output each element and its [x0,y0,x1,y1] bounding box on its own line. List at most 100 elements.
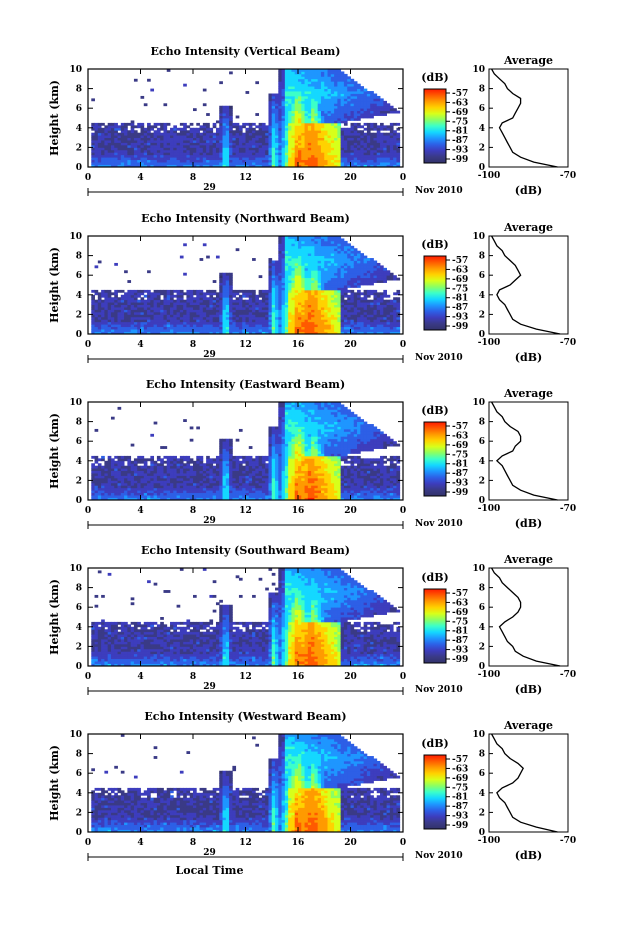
heatmap-cell [176,309,181,313]
heatmap-cell [317,103,322,107]
heatmap-cell [304,277,309,281]
heatmap-cell [294,86,299,89]
heatmap-cell [281,95,286,99]
heatmap-cell [307,272,312,276]
heatmap-cell [324,83,328,87]
heatmap-cell [360,265,365,269]
heatmap-cell [393,137,397,141]
heatmap-cell [91,482,95,486]
heatmap-cell [370,105,374,109]
heatmap-cell [156,319,161,323]
heatmap-cell [189,159,194,163]
heatmap-cell [133,292,138,296]
heatmap-cell [271,118,276,121]
heatmap-cell [301,316,305,320]
heatmap-cell [179,302,184,305]
heatmap-cell [120,475,125,479]
heatmap-cell [212,157,217,161]
heatmap-cell [248,307,253,310]
heatmap-cell [186,289,191,293]
heatmap-cell [298,309,302,313]
heatmap-cell [330,250,335,254]
heatmap-cell [255,314,260,318]
heatmap-cell [248,135,253,138]
heatmap-cell [229,142,233,146]
heatmap-cell [107,162,112,165]
heatmap-cell [91,142,95,146]
heatmap-cell [238,316,243,320]
heatmap-cell [304,321,309,325]
heatmap-cell [320,154,325,158]
heatmap-cell [94,307,99,310]
heatmap-cell [376,321,381,325]
heatmap-cell [284,149,289,153]
heatmap-cell [330,253,335,256]
heatmap-cell [278,88,282,92]
heatmap-cell [327,88,332,92]
heatmap-cell [268,125,273,129]
heatmap-cell [91,152,95,156]
heatmap-cell [301,122,305,126]
heatmap-cell [242,294,246,298]
heatmap-cell [143,319,148,323]
heatmap-cell [110,480,115,484]
heatmap-cell [363,93,368,97]
heatmap-cell [196,149,200,153]
heatmap-cell [107,482,112,486]
heatmap-cell [199,289,204,293]
heatmap-cell [357,319,361,323]
heatmap-cell [219,135,223,138]
heatmap-cell [317,236,322,239]
heatmap-cell [317,132,322,136]
heatmap-cell [255,321,260,325]
heatmap-cell [225,149,230,153]
heatmap-cell [281,326,286,330]
heatmap-cell [265,159,269,163]
heatmap-cell [301,267,305,271]
heatmap-cell [91,159,95,163]
heatmap-cell [304,157,309,161]
heatmap-cell [278,255,282,259]
heatmap-cell [235,122,240,126]
heatmap-cell [147,314,151,318]
heatmap-cell [314,118,319,121]
heatmap-cell [324,144,328,148]
heatmap-cell [202,103,207,107]
heatmap-cell [101,492,105,496]
heatmap-cell [120,326,125,330]
heatmap-cell [160,304,164,308]
heatmap-cell [94,149,99,153]
heatmap-cell [380,326,384,330]
heatmap-cell [311,113,315,116]
heatmap-cell [350,110,355,114]
heatmap-cell [370,260,374,264]
heatmap-cell [166,154,171,158]
heatmap-cell [212,307,217,310]
heatmap-cell [366,304,371,308]
heatmap-cell [163,307,168,310]
heatmap-cell [317,100,322,104]
heatmap-cell [396,162,401,165]
heatmap-cell [110,142,115,146]
heatmap-cell [350,272,355,276]
heatmap-cell [156,299,161,303]
heatmap-cell [150,292,155,296]
heatmap-cell [130,307,135,310]
heatmap-cell [314,255,319,259]
heatmap-cell [343,115,348,119]
colorbar-unit: (dB) [421,238,448,251]
heatmap-cell [304,326,309,330]
heatmap-cell [137,140,141,143]
heatmap-cell [258,329,263,332]
heatmap-cell [281,154,286,158]
heatmap-cell [317,307,322,310]
heatmap-cell [245,304,250,308]
heatmap-cell [376,311,381,315]
heatmap-cell [330,297,335,301]
heatmap-cell [222,127,227,131]
heatmap-cell [317,297,322,301]
heatmap-cell [140,309,145,313]
heatmap-cell [373,277,378,281]
heatmap-cell [133,319,138,323]
heatmap-cell [268,316,273,320]
